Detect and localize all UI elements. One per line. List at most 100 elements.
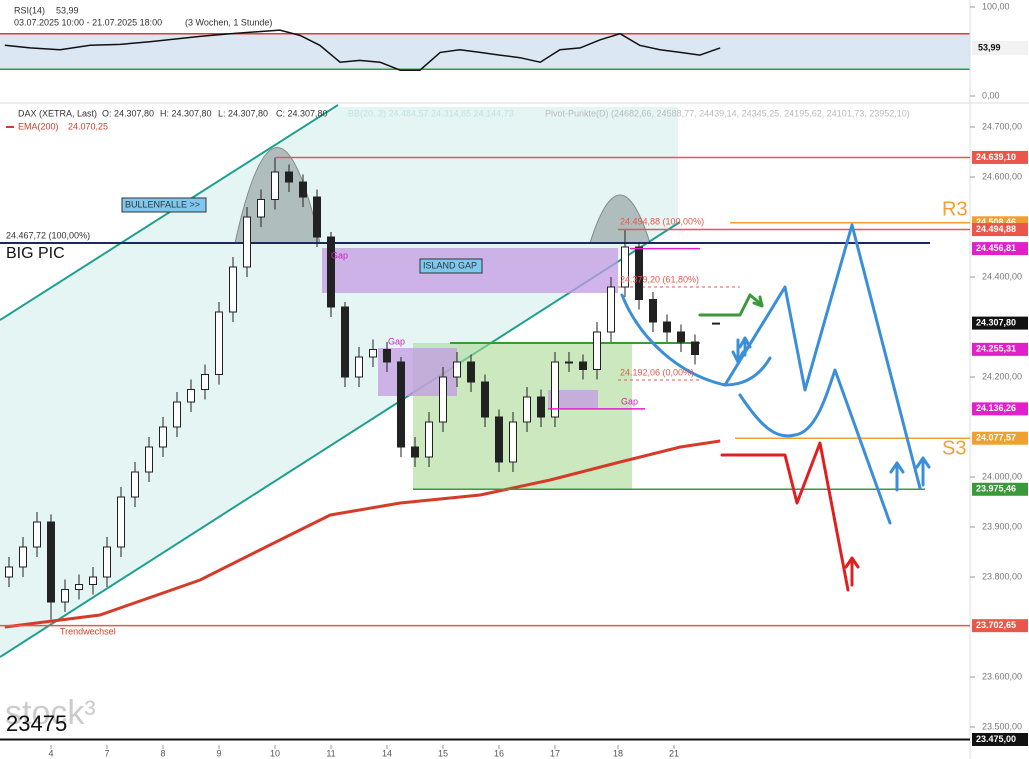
arrow bbox=[915, 456, 931, 487]
annotation: 24.379,20 (61,80%) bbox=[620, 274, 699, 284]
candle-body bbox=[509, 421, 517, 463]
arrow bbox=[844, 556, 860, 587]
y-tick-label: 24.000,00 bbox=[982, 471, 1022, 481]
candle-body bbox=[257, 199, 265, 218]
x-tick-label: 7 bbox=[104, 748, 109, 758]
price-label: 23.702,65 bbox=[976, 620, 1016, 630]
price-label: 24.307,80 bbox=[976, 317, 1016, 327]
legend-entry: EMA(200) bbox=[18, 121, 59, 131]
candle-body bbox=[523, 396, 531, 423]
y-tick-label: 24.400,00 bbox=[982, 271, 1022, 281]
candle-body bbox=[313, 196, 321, 238]
legend: RSI(14) 53,99 03.07.2025 10:00 - 21.07.2… bbox=[6, 5, 910, 131]
price-label: 24.508,46 bbox=[976, 217, 1016, 227]
legend-value: 24.070,25 bbox=[68, 121, 108, 131]
annotations: stock³ BULLENFALLE >> 24.467,72 (100,00%… bbox=[5, 197, 968, 736]
scenario-path bbox=[620, 293, 772, 387]
price-label: 24.255,31 bbox=[976, 344, 1016, 354]
candle-body bbox=[47, 521, 55, 603]
arrow bbox=[738, 336, 752, 357]
annotation: Gap bbox=[331, 250, 348, 260]
y-tick-label: 24.700,00 bbox=[982, 121, 1022, 131]
drawings-back bbox=[0, 104, 930, 658]
annotation: ISLAND GAP bbox=[423, 260, 477, 270]
price-label-box bbox=[972, 223, 1028, 237]
price-label: 23.475,00 bbox=[976, 734, 1016, 744]
legend-value: L: 24.307,80 bbox=[218, 108, 268, 118]
channel-line bbox=[0, 221, 681, 658]
candle-body bbox=[173, 401, 181, 428]
candle-body bbox=[593, 331, 601, 370]
y-tick-label: 100,00 bbox=[982, 1, 1010, 11]
label-box bbox=[121, 197, 207, 213]
price-label-box bbox=[972, 402, 1028, 416]
candle-body bbox=[537, 396, 545, 418]
price-label-box bbox=[972, 150, 1028, 164]
candle-body bbox=[229, 266, 237, 313]
candle-body bbox=[649, 299, 657, 323]
candle-body bbox=[663, 321, 671, 333]
rsi-panel bbox=[0, 32, 970, 71]
y-tick-label: 0,00 bbox=[982, 90, 1000, 100]
legend-interval: (3 Wochen, 1 Stunde) bbox=[185, 17, 272, 27]
scenario-path bbox=[723, 223, 922, 490]
price-label: 24.077,57 bbox=[976, 433, 1016, 443]
candle-body bbox=[89, 576, 97, 585]
candle-body bbox=[187, 389, 195, 403]
annotation: Gap bbox=[621, 396, 638, 406]
price-label: 24.136,26 bbox=[976, 403, 1016, 413]
price-label: 23.975,46 bbox=[976, 484, 1016, 494]
price-label: 24.494,88 bbox=[976, 224, 1016, 234]
annotation: 24.494,88 (100,00%) bbox=[620, 216, 704, 226]
legend-title: RSI(14) bbox=[14, 5, 45, 15]
candle-body bbox=[285, 171, 293, 183]
candle-body bbox=[369, 349, 377, 358]
candle-body bbox=[271, 171, 279, 200]
x-tick-label: 17 bbox=[550, 748, 560, 758]
last-value-label: 53,99 bbox=[978, 42, 1001, 52]
price-label-box bbox=[972, 316, 1028, 330]
annotation: Trendwechsel bbox=[60, 626, 116, 636]
candle-body bbox=[481, 381, 489, 418]
candle-body bbox=[495, 416, 503, 463]
y-tick-label: 23.600,00 bbox=[982, 671, 1022, 681]
legend-value: C: 24.307,80 bbox=[276, 108, 328, 118]
candle-body bbox=[579, 361, 587, 370]
annotation: Gap bbox=[388, 336, 405, 346]
rsi-line bbox=[4, 29, 721, 71]
label-box bbox=[419, 258, 483, 274]
price-label-box bbox=[972, 242, 1028, 256]
price-label: 24.456,81 bbox=[976, 243, 1016, 253]
legend-value: O: 24.307,80 bbox=[102, 108, 154, 118]
candle-body bbox=[159, 426, 167, 448]
candle-body bbox=[19, 546, 27, 568]
candle-body bbox=[243, 216, 251, 268]
candle-body bbox=[299, 181, 307, 198]
candle-body bbox=[5, 566, 13, 578]
scenario-path bbox=[698, 293, 764, 317]
arrow bbox=[889, 461, 905, 492]
candle-body bbox=[677, 331, 685, 343]
candle-body bbox=[383, 349, 391, 363]
watermark: stock³ bbox=[5, 694, 96, 732]
series-layer bbox=[0, 29, 970, 741]
legend-indicator: BB(20, 2) 24.484,57 24.314,65 24.144,73 bbox=[348, 108, 514, 118]
x-tick-label: 4 bbox=[48, 748, 53, 758]
x-tick-label: 10 bbox=[270, 748, 280, 758]
candle-body bbox=[75, 584, 83, 590]
candle-body bbox=[327, 236, 335, 308]
annotation: 24.467,72 (100,00%) bbox=[6, 230, 90, 240]
candle-body bbox=[355, 356, 363, 378]
candle-body bbox=[33, 521, 41, 548]
candle-body bbox=[61, 589, 69, 603]
gap-zone bbox=[548, 390, 598, 408]
y-tick-label: 23.900,00 bbox=[982, 521, 1022, 531]
y-tick-label: 24.200,00 bbox=[982, 371, 1022, 381]
candle-body bbox=[691, 341, 699, 355]
axes: 0,00 100,00 53,99 24.700,00 24.600,00 24.400,… bbox=[48, 1, 1028, 758]
legend-value: H: 24.307,80 bbox=[160, 108, 212, 118]
candle-body bbox=[467, 361, 475, 383]
candle-body bbox=[215, 311, 223, 375]
x-tick-label: 8 bbox=[160, 748, 165, 758]
